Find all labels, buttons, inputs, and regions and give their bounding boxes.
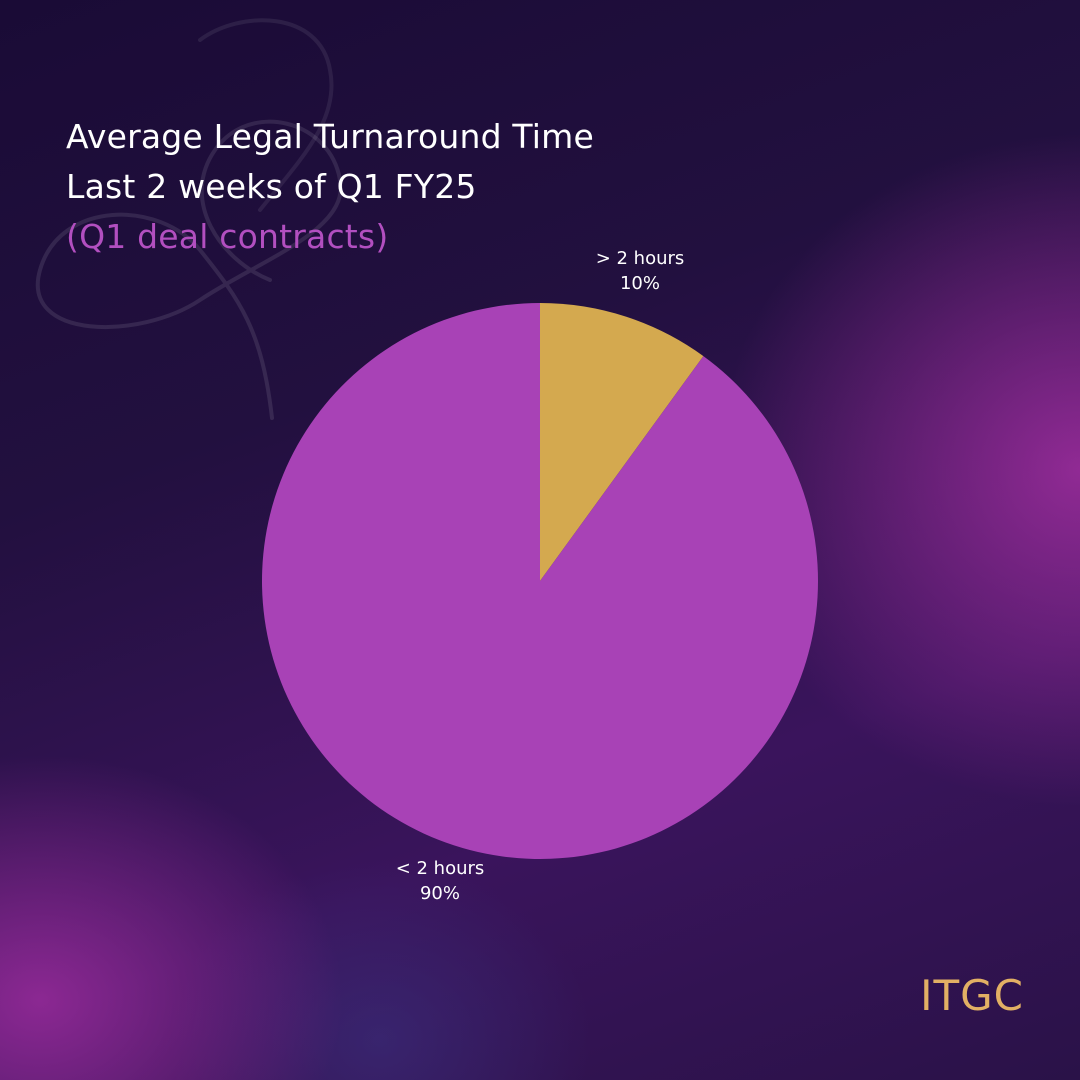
pie-slice-over-2-hours [540,303,704,581]
slice-label: < 2 hours [396,858,485,879]
chart-title-period: Last 2 weeks of Q1 FY25 [66,167,477,206]
chart-title: Average Legal Turnaround Time [66,117,594,156]
pie-slice-under-2-hours [261,303,819,860]
slice-label: > 2 hours [596,248,685,269]
chart-subtitle: (Q1 deal contracts) [66,217,389,256]
slice-value-label: 90% [420,883,460,904]
chart-title-block: Average Legal Turnaround Time Last 2 wee… [66,112,594,262]
decorative-top-curve [198,18,334,212]
itgc-logo: ITGC [920,971,1024,1020]
slice-value-label: 10% [620,273,660,294]
decorative-loop-curve [35,119,343,420]
